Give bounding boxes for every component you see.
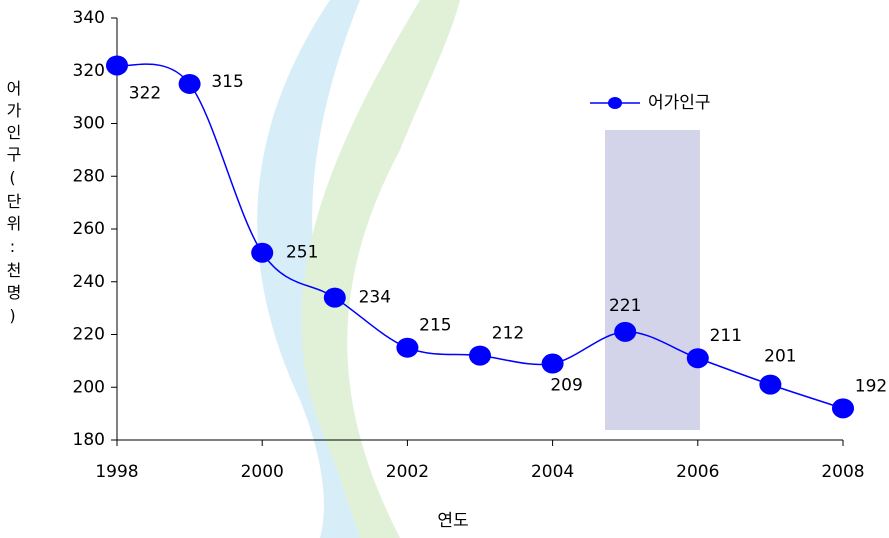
- y-tick-label: 260: [73, 219, 105, 239]
- data-label: 209: [550, 376, 582, 396]
- y-tick-label: 220: [73, 325, 105, 345]
- y-tick-label: 340: [73, 8, 105, 28]
- x-tick-label: 2008: [821, 462, 864, 482]
- y-tick-label: 200: [73, 377, 105, 397]
- marker: [178, 73, 201, 94]
- marker: [686, 348, 709, 369]
- marker: [832, 398, 854, 419]
- watermark: [257, 0, 700, 538]
- x-tick-label: 2002: [386, 462, 429, 482]
- data-label: 221: [609, 296, 641, 316]
- y-tick-label: 180: [73, 430, 105, 450]
- y-tick-label: 300: [73, 114, 105, 134]
- legend-label: 어가인구: [648, 93, 711, 113]
- data-label: 201: [764, 347, 796, 367]
- y-tick-label: 280: [73, 166, 105, 186]
- marker: [251, 242, 274, 263]
- x-tick-label: 2006: [676, 462, 719, 482]
- marker: [396, 337, 419, 358]
- y-axis-label: 어가인구(단위:천명): [3, 80, 22, 331]
- data-label: 192: [855, 376, 887, 396]
- marker: [759, 374, 782, 395]
- data-label: 322: [129, 83, 161, 103]
- legend-marker: [608, 97, 622, 109]
- marker: [106, 55, 128, 76]
- data-label: 251: [286, 243, 318, 263]
- marker: [323, 287, 346, 308]
- x-tick-label: 2004: [531, 462, 574, 482]
- x-axis-label: 연도: [437, 511, 468, 531]
- y-tick-label: 240: [73, 272, 105, 292]
- y-tick-label: 320: [73, 61, 105, 81]
- data-label: 212: [492, 324, 524, 344]
- data-label: 315: [211, 72, 243, 92]
- data-label: 211: [710, 326, 742, 346]
- marker: [469, 345, 491, 366]
- data-label: 234: [359, 288, 391, 308]
- marker: [541, 353, 564, 374]
- x-tick-label: 1998: [95, 462, 138, 482]
- marker: [614, 321, 637, 342]
- x-tick-label: 2000: [241, 462, 284, 482]
- data-label: 215: [419, 316, 451, 336]
